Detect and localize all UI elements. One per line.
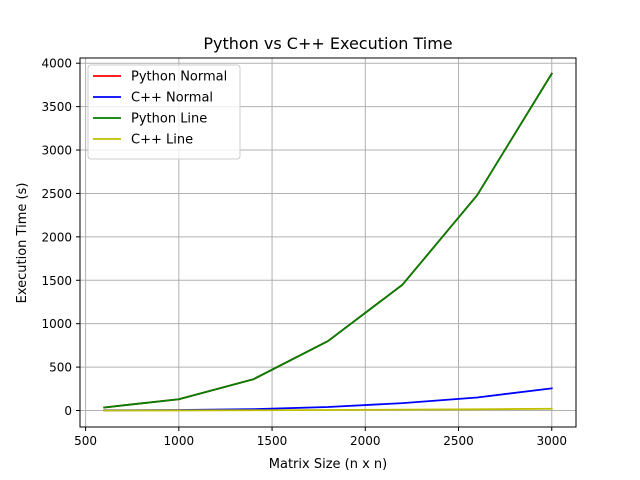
- x-tick-label: 2500: [443, 434, 474, 448]
- y-tick-label: 1000: [41, 317, 72, 331]
- x-axis-ticks: 500 1000 1500 2000 2500 3000: [74, 427, 567, 448]
- y-tick-label: 2000: [41, 230, 72, 244]
- y-tick-label: 2500: [41, 187, 72, 201]
- series-lines: [103, 72, 553, 412]
- chart-title: Python vs C++ Execution Time: [203, 34, 452, 53]
- y-tick-label: 4000: [41, 57, 72, 71]
- x-tick-label: 2000: [350, 434, 381, 448]
- x-axis-label: Matrix Size (n x n): [269, 457, 387, 472]
- series-line-c-line: [103, 407, 553, 412]
- y-axis-ticks: 0 500 1000 1500 2000 2500 3000 3500 4000: [41, 57, 80, 418]
- legend-box: [87, 64, 241, 160]
- y-tick-label: 1500: [41, 274, 72, 288]
- legend-label: Python Line: [131, 112, 207, 127]
- x-tick-label: 500: [74, 434, 97, 448]
- y-tick-label: 3000: [41, 144, 72, 158]
- legend: Python Normal C++ Normal Python Line C++ Li…: [87, 64, 241, 160]
- y-tick-label: 3500: [41, 100, 72, 114]
- legend-label: Python Normal: [131, 70, 227, 85]
- y-axis-label: Execution Time (s): [15, 183, 30, 304]
- grid-lines: [80, 58, 576, 427]
- y-tick-label: 0: [64, 404, 72, 418]
- x-tick-label: 3000: [536, 434, 567, 448]
- x-tick-label: 1000: [164, 434, 195, 448]
- legend-label: C++ Line: [131, 133, 193, 148]
- y-tick-label: 500: [49, 361, 72, 375]
- x-tick-label: 1500: [257, 434, 288, 448]
- series-line-python-line: [103, 72, 553, 409]
- legend-label: C++ Normal: [131, 91, 213, 106]
- plot-frame: [79, 57, 577, 428]
